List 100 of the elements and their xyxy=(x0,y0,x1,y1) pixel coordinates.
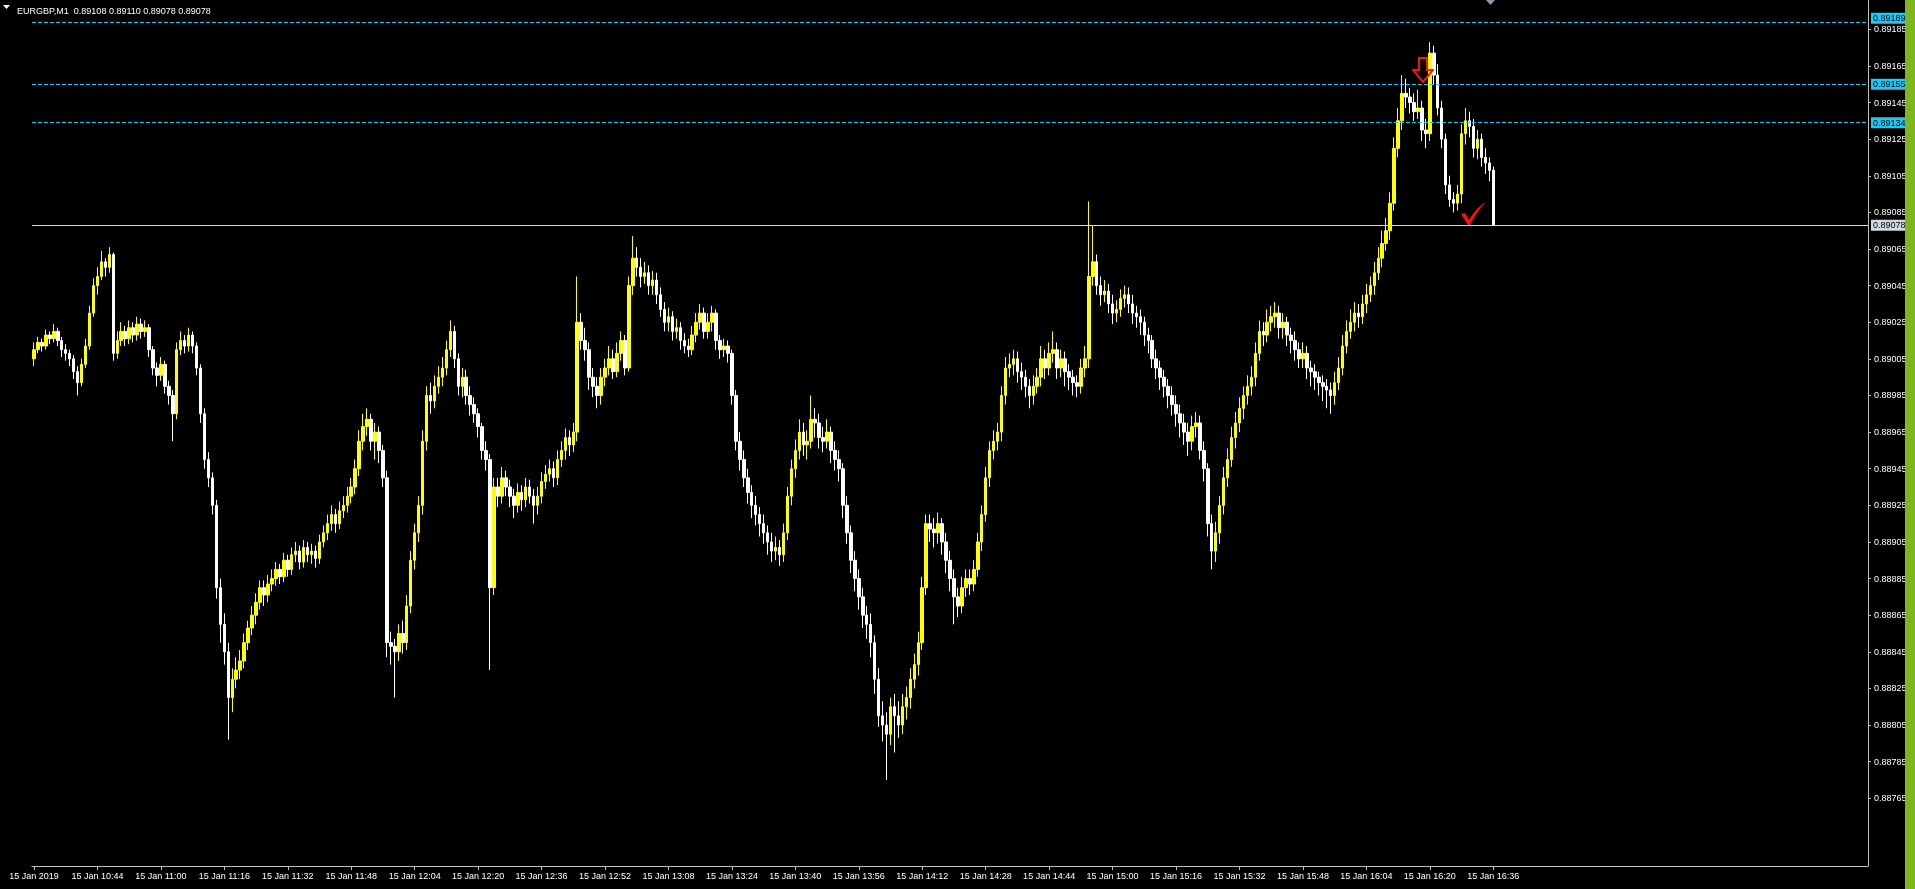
y-tick-label: 0.88965 xyxy=(1874,427,1907,438)
candlestick xyxy=(127,319,131,345)
candlestick xyxy=(520,484,523,512)
candlestick xyxy=(286,554,290,578)
candlestick xyxy=(1103,279,1106,303)
candlestick xyxy=(135,316,139,342)
y-tick-label: 0.89085 xyxy=(1874,207,1907,218)
x-tick-label: 15 Jan 12:52 xyxy=(578,870,632,881)
candlestick xyxy=(802,422,805,457)
candlestick xyxy=(290,546,293,576)
candlestick xyxy=(611,349,615,380)
x-tick-label: 15 Jan 14:28 xyxy=(959,870,1012,881)
ref-line-label: 0.89155 xyxy=(1873,79,1906,90)
x-tick-label: 15 Jan 16:36 xyxy=(1467,870,1520,881)
candlestick xyxy=(1190,415,1194,451)
candlestick xyxy=(524,477,527,508)
candlestick xyxy=(722,338,726,358)
candlestick xyxy=(516,482,520,514)
candlestick xyxy=(104,257,107,277)
candlestick xyxy=(48,330,52,345)
candlestick xyxy=(936,512,940,545)
candlestick xyxy=(1265,308,1269,343)
y-tick-label: 0.88885 xyxy=(1874,573,1907,584)
candlestick xyxy=(108,246,111,274)
x-tick-label: 15 Jan 11:16 xyxy=(198,870,251,881)
candlestick xyxy=(492,477,496,596)
candlestick xyxy=(1329,382,1332,415)
candlestick xyxy=(500,466,504,504)
y-tick-label: 0.88945 xyxy=(1874,463,1907,474)
candlestick xyxy=(889,697,892,746)
candlestick xyxy=(968,568,972,596)
candlestick xyxy=(647,264,650,296)
candlestick xyxy=(1262,321,1265,347)
candlestick xyxy=(187,327,190,353)
x-tick-label: 15 Jan 15:32 xyxy=(1213,870,1266,881)
candlestick xyxy=(1281,312,1285,340)
candlestick xyxy=(1075,374,1079,398)
candlestick xyxy=(278,563,282,585)
x-tick-label: 15 Jan 12:04 xyxy=(388,870,441,881)
candlestick xyxy=(310,543,313,565)
candlestick xyxy=(1273,301,1277,329)
x-tick-label: 15 Jan 14:44 xyxy=(1023,870,1076,881)
x-tick-label: 15 Jan 13:24 xyxy=(705,870,758,881)
candlestick xyxy=(778,539,781,567)
y-tick-label: 0.88925 xyxy=(1874,500,1907,511)
candlestick xyxy=(262,579,266,607)
candlestick xyxy=(702,307,706,340)
candlestick xyxy=(183,334,186,354)
ref-line-label: 0.89134 xyxy=(1873,117,1906,128)
candlestick xyxy=(643,261,646,285)
x-tick-label: 15 Jan 11:32 xyxy=(262,870,314,881)
candlestick xyxy=(52,323,56,343)
candlestick xyxy=(40,338,44,353)
candlestick xyxy=(131,321,135,343)
candlestick xyxy=(1476,129,1479,160)
y-tick-label: 0.88845 xyxy=(1874,646,1907,657)
y-tick-label: 0.88785 xyxy=(1874,756,1907,767)
candlestick xyxy=(274,561,278,587)
candlestick xyxy=(1063,351,1067,387)
candlestick xyxy=(44,329,48,351)
x-tick-label: 15 Jan 11:00 xyxy=(135,870,187,881)
candlestick xyxy=(1428,41,1432,142)
x-tick-label: 15 Jan 2019 xyxy=(9,870,59,881)
y-tick-label: 0.89165 xyxy=(1874,60,1907,71)
x-tick-label: 15 Jan 12:20 xyxy=(452,870,505,881)
candlestick xyxy=(1119,288,1122,318)
candlestick xyxy=(1412,92,1416,122)
x-tick-label: 15 Jan 16:20 xyxy=(1403,870,1456,881)
y-tick-label: 0.89065 xyxy=(1874,244,1907,254)
y-tick-label: 0.89125 xyxy=(1874,134,1907,145)
y-tick-label: 0.89045 xyxy=(1874,280,1907,291)
candlestick xyxy=(1313,363,1317,391)
candlestick xyxy=(139,318,143,340)
candlestick xyxy=(306,541,309,563)
candlestick xyxy=(671,310,674,342)
candlestick xyxy=(32,341,36,367)
candlestick xyxy=(159,356,163,382)
y-tick-label: 0.88825 xyxy=(1874,683,1907,694)
candlestick xyxy=(893,693,896,753)
x-tick-label: 15 Jan 15:00 xyxy=(1086,870,1139,881)
candlestick xyxy=(932,517,936,548)
x-tick-label: 15 Jan 12:36 xyxy=(515,870,568,881)
y-tick-label: 0.89025 xyxy=(1874,317,1907,328)
candlestick xyxy=(314,545,317,569)
candlestick xyxy=(112,252,115,362)
ref-line-label: 0.89189 xyxy=(1873,13,1906,24)
candlestick xyxy=(1357,303,1360,329)
candlestick xyxy=(401,620,405,655)
candlestick xyxy=(302,539,305,569)
candlestick xyxy=(679,321,682,351)
candlestick xyxy=(774,535,777,561)
x-tick-label: 15 Jan 13:40 xyxy=(769,870,822,881)
candlestick xyxy=(334,508,337,534)
x-tick-label: 15 Jan 15:16 xyxy=(1150,870,1203,881)
x-tick-label: 15 Jan 16:04 xyxy=(1340,870,1393,881)
candlestick xyxy=(143,319,147,338)
candlestick xyxy=(298,545,301,570)
candlestick xyxy=(282,552,286,583)
candlestick xyxy=(373,422,377,461)
y-tick-label: 0.88865 xyxy=(1874,610,1907,621)
